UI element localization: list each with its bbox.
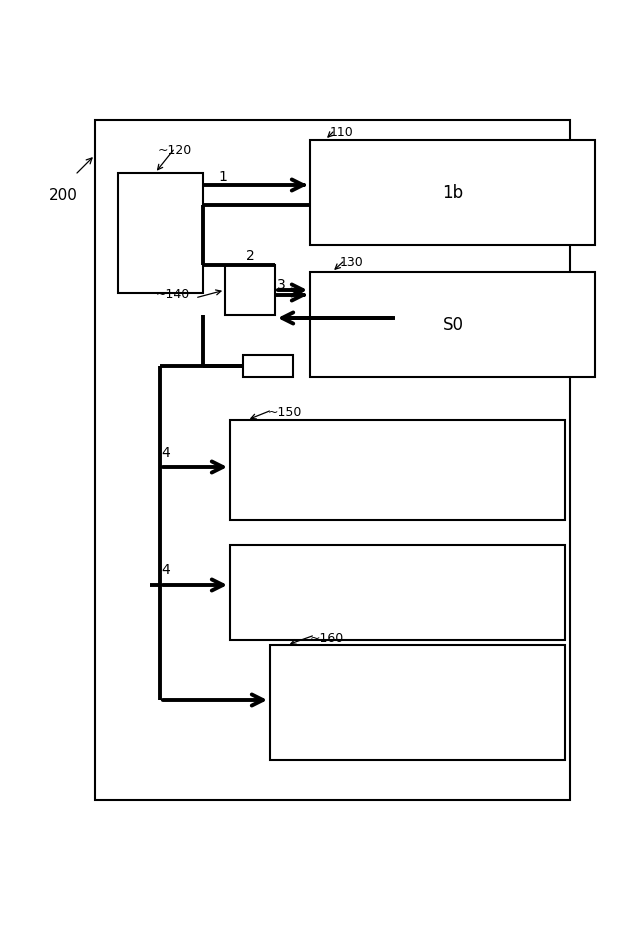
Bar: [95, 120, 570, 800]
Text: ~160: ~160: [310, 631, 344, 645]
Text: ~120: ~120: [158, 143, 192, 156]
Text: 130: 130: [340, 256, 364, 268]
Text: ~150: ~150: [268, 407, 302, 420]
Text: 1: 1: [218, 170, 227, 184]
Text: S0: S0: [442, 316, 463, 334]
Bar: [230, 420, 565, 520]
Text: 1b: 1b: [442, 184, 463, 202]
Bar: [230, 545, 565, 640]
Text: 2: 2: [246, 249, 255, 263]
Bar: [118, 173, 203, 293]
Bar: [243, 355, 293, 377]
Bar: [270, 645, 565, 760]
Text: 3: 3: [277, 278, 285, 292]
Text: ~140: ~140: [156, 289, 190, 301]
Text: 4: 4: [161, 563, 170, 577]
Text: 4: 4: [161, 446, 170, 460]
Bar: [310, 140, 595, 245]
Bar: [225, 265, 275, 315]
Bar: [310, 272, 595, 377]
Text: 200: 200: [49, 187, 77, 202]
Text: 110: 110: [330, 125, 354, 138]
